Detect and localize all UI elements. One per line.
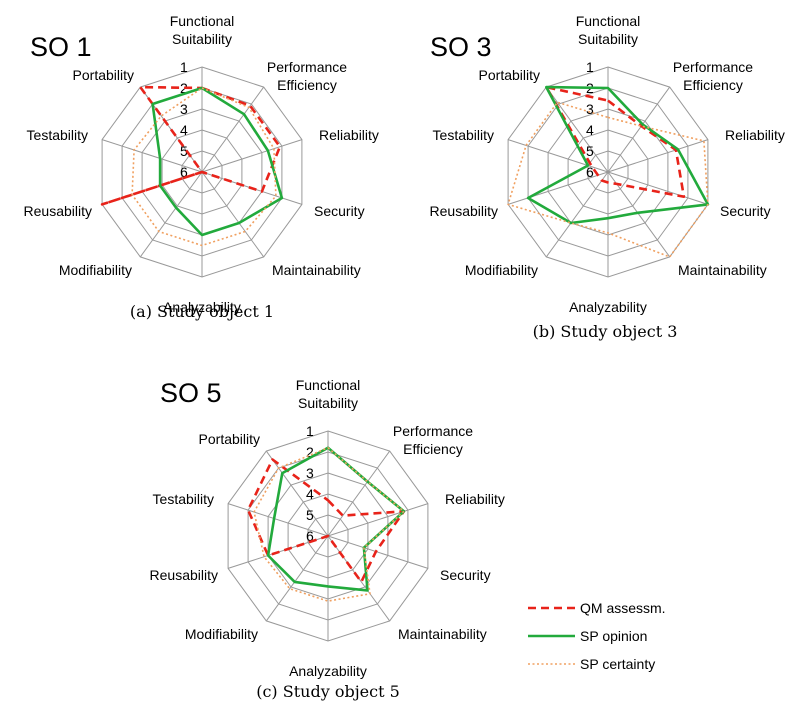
axis-label: Security bbox=[314, 203, 365, 219]
radial-tick-label: 1 bbox=[586, 59, 594, 75]
radial-tick-label: 6 bbox=[180, 164, 188, 180]
axis-label: Portability bbox=[479, 67, 540, 83]
grid-spoke bbox=[545, 171, 609, 258]
axis-label: Performance Efficiency bbox=[673, 59, 753, 93]
grid-spoke bbox=[201, 139, 303, 173]
axis-label: Performance Efficiency bbox=[393, 423, 473, 457]
series-line-sp-opinion bbox=[151, 86, 284, 237]
grid-spoke bbox=[507, 139, 609, 173]
axis-label: Analyzability bbox=[163, 299, 241, 315]
grid-spoke bbox=[607, 171, 709, 205]
grid-spoke bbox=[265, 450, 329, 537]
axis-label: Modifiability bbox=[465, 262, 538, 278]
series-line-sp-certainty bbox=[131, 87, 277, 247]
axis-label: Testability bbox=[153, 491, 214, 507]
axis-label: Functional Suitability bbox=[576, 13, 641, 47]
grid-spoke bbox=[201, 86, 265, 173]
axis-label: Modifiability bbox=[59, 262, 132, 278]
radial-tick-label: 6 bbox=[586, 164, 594, 180]
legend: QM assessm. SP opinion SP certainty bbox=[528, 600, 666, 672]
radial-tick-label: 5 bbox=[180, 143, 188, 159]
axis-label: Analyzability bbox=[569, 299, 647, 315]
grid-spoke bbox=[265, 535, 329, 622]
axis-label: Reusability bbox=[150, 567, 218, 583]
grid-spoke bbox=[607, 86, 671, 173]
chart-caption: (c) Study object 5 bbox=[256, 682, 400, 701]
grid-spoke bbox=[327, 535, 429, 569]
series-line-sp-opinion bbox=[526, 85, 710, 225]
legend-label: QM assessm. bbox=[580, 600, 666, 616]
grid-spoke bbox=[139, 171, 203, 258]
axis-label: Maintainability bbox=[272, 262, 361, 278]
radial-tick-label: 2 bbox=[180, 80, 188, 96]
axis-label: Functional Suitability bbox=[170, 13, 235, 47]
radial-tick-label: 2 bbox=[306, 444, 314, 460]
radial-tick-label: 3 bbox=[306, 465, 314, 481]
series-line-sp-certainty bbox=[507, 101, 709, 258]
axis-label: Analyzability bbox=[289, 663, 367, 679]
radial-tick-label: 1 bbox=[306, 423, 314, 439]
chart-caption: (a) Study object 1 bbox=[130, 302, 274, 321]
grid-spoke bbox=[227, 503, 329, 537]
grid-spoke bbox=[327, 450, 391, 537]
grid-spoke bbox=[607, 171, 671, 258]
axis-label: Portability bbox=[199, 431, 260, 447]
radial-tick-label: 3 bbox=[586, 101, 594, 117]
axis-label: Reliability bbox=[319, 127, 379, 143]
chart-title: SO 3 bbox=[430, 32, 492, 62]
grid-spoke bbox=[607, 139, 709, 173]
axis-label: Modifiability bbox=[185, 626, 258, 642]
grid-spoke bbox=[327, 503, 429, 537]
axis-label: Reusability bbox=[430, 203, 498, 219]
radial-tick-label: 5 bbox=[586, 143, 594, 159]
grid-spoke bbox=[545, 86, 609, 173]
radial-tick-label: 5 bbox=[306, 507, 314, 523]
axis-label: Testability bbox=[27, 127, 88, 143]
radial-tick-label: 4 bbox=[180, 122, 188, 138]
grid-spoke bbox=[201, 171, 265, 258]
radar-chart-1: 1 2 3 4 5 6 Functional Suitability Performance Ef… bbox=[24, 13, 379, 321]
axis-label: Security bbox=[440, 567, 491, 583]
axis-label: Performance Efficiency bbox=[267, 59, 347, 93]
axis-label: Reusability bbox=[24, 203, 92, 219]
chart-title: SO 5 bbox=[160, 378, 222, 408]
chart-title: SO 1 bbox=[30, 32, 92, 62]
axis-label: Functional Suitability bbox=[296, 377, 361, 411]
axis-label: Portability bbox=[73, 67, 134, 83]
chart-caption: (b) Study object 3 bbox=[533, 322, 678, 341]
legend-label: SP opinion bbox=[580, 628, 647, 644]
axis-label: Reliability bbox=[445, 491, 505, 507]
radial-tick-label: 1 bbox=[180, 59, 188, 75]
radial-tick-label: 6 bbox=[306, 528, 314, 544]
radial-tick-label: 4 bbox=[306, 486, 314, 502]
grid-spoke bbox=[101, 139, 203, 173]
radial-tick-label: 4 bbox=[586, 122, 594, 138]
axis-label: Maintainability bbox=[678, 262, 767, 278]
radar-chart-3: 1 2 3 4 5 6 Functional Suitability Performance Ef… bbox=[150, 377, 505, 701]
legend-label: SP certainty bbox=[580, 656, 655, 672]
axis-label: Testability bbox=[433, 127, 494, 143]
series-line-sp-opinion bbox=[266, 446, 406, 592]
axis-label: Maintainability bbox=[398, 626, 487, 642]
radial-tick-label: 3 bbox=[180, 101, 188, 117]
series-line-qm-assessm bbox=[100, 85, 282, 206]
axis-label: Reliability bbox=[725, 127, 785, 143]
axis-label: Security bbox=[720, 203, 771, 219]
series-line-qm-assessm bbox=[544, 85, 686, 198]
grid-spoke bbox=[507, 171, 609, 205]
